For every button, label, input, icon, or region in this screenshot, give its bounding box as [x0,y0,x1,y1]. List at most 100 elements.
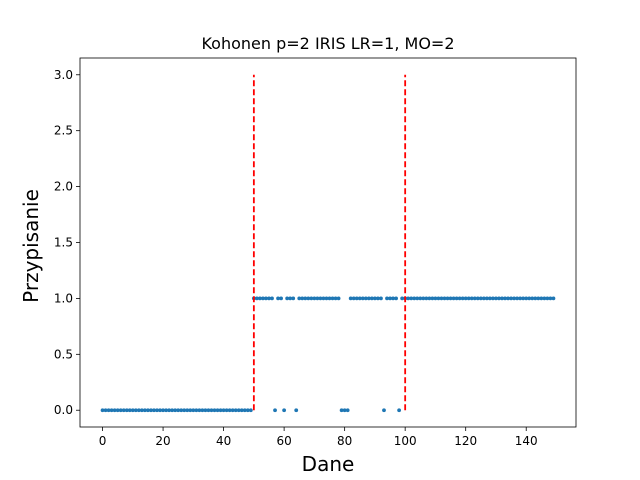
data-point [454,296,459,301]
data-point [215,408,220,413]
data-point [164,408,169,413]
data-point [515,296,520,301]
data-point [503,296,507,301]
data-point [100,408,105,413]
data-point [149,408,153,413]
data-point [270,296,274,301]
data-point [497,296,501,301]
data-point [230,408,235,413]
data-point [279,296,283,301]
data-point [315,296,320,301]
data-point [376,296,380,301]
data-point [366,296,371,301]
data-point [239,408,244,413]
data-point [415,296,420,301]
data-point [236,408,241,413]
data-point [200,408,205,413]
data-point [182,408,187,413]
data-point [124,408,129,413]
data-point [224,408,229,413]
data-point [524,296,529,301]
data-point [418,296,423,301]
data-point [318,296,323,301]
data-point [551,296,556,301]
data-point [491,296,495,301]
data-point [345,408,350,413]
y-axis: 0.0 0.5 1.0 1.5 2.0 2.5 3.0 [54,68,80,417]
data-point [324,296,329,301]
data-point [291,296,296,301]
data-point [109,408,114,413]
data-point [518,296,523,301]
data-point [421,296,426,301]
data-point [227,408,232,413]
data-point [373,296,377,301]
y-tick-label: 1.5 [54,236,73,250]
data-point [233,408,238,413]
data-point [285,296,290,301]
data-point [506,296,510,301]
data-point [300,296,305,301]
data-point [379,296,383,301]
chart-title: Kohonen p=2 IRIS LR=1, MO=2 [201,34,454,53]
data-point [212,408,217,413]
data-point [548,296,553,301]
data-point [475,296,480,301]
data-point [276,296,280,301]
x-tick-label: 140 [515,434,538,448]
data-point [521,296,526,301]
data-point [424,296,429,301]
data-point [106,408,111,413]
data-point [158,408,162,413]
data-point [445,296,450,301]
data-point [139,408,144,413]
data-point [188,408,193,413]
data-point [442,296,447,301]
x-tick-label: 80 [337,434,352,448]
data-point [369,296,374,301]
y-axis-label: Przypisanie [19,189,43,303]
data-point [330,296,335,301]
data-point [527,296,532,301]
data-point [339,408,344,413]
data-point [176,408,181,413]
data-point [351,296,356,301]
data-point [112,408,117,413]
data-point [294,408,299,413]
data-point [209,408,214,413]
x-tick-label: 100 [394,434,417,448]
data-point [433,296,438,301]
data-point [463,296,468,301]
data-point [221,408,226,413]
y-tick-label: 0.5 [54,347,73,361]
y-tick-label: 0.0 [54,403,73,417]
data-point [397,408,402,413]
data-point [509,296,513,301]
x-tick-label: 20 [155,434,170,448]
data-point [427,296,432,301]
data-point [173,408,178,413]
data-point [382,408,386,413]
data-point [484,296,489,301]
data-point [133,408,138,413]
data-point [391,296,395,301]
data-point [303,296,308,301]
data-point [121,408,126,413]
data-point [466,296,471,301]
plot-area [100,74,556,413]
x-tick-label: 40 [216,434,231,448]
data-point [439,296,444,301]
data-point [394,296,398,301]
data-point [127,408,132,413]
data-point [388,296,392,301]
data-point [282,408,287,413]
data-point [161,408,165,413]
data-point [542,296,547,301]
data-point [436,296,441,301]
data-point [478,296,483,301]
data-point [342,408,347,413]
data-point [288,296,293,301]
data-point [327,296,332,301]
data-point [469,296,474,301]
